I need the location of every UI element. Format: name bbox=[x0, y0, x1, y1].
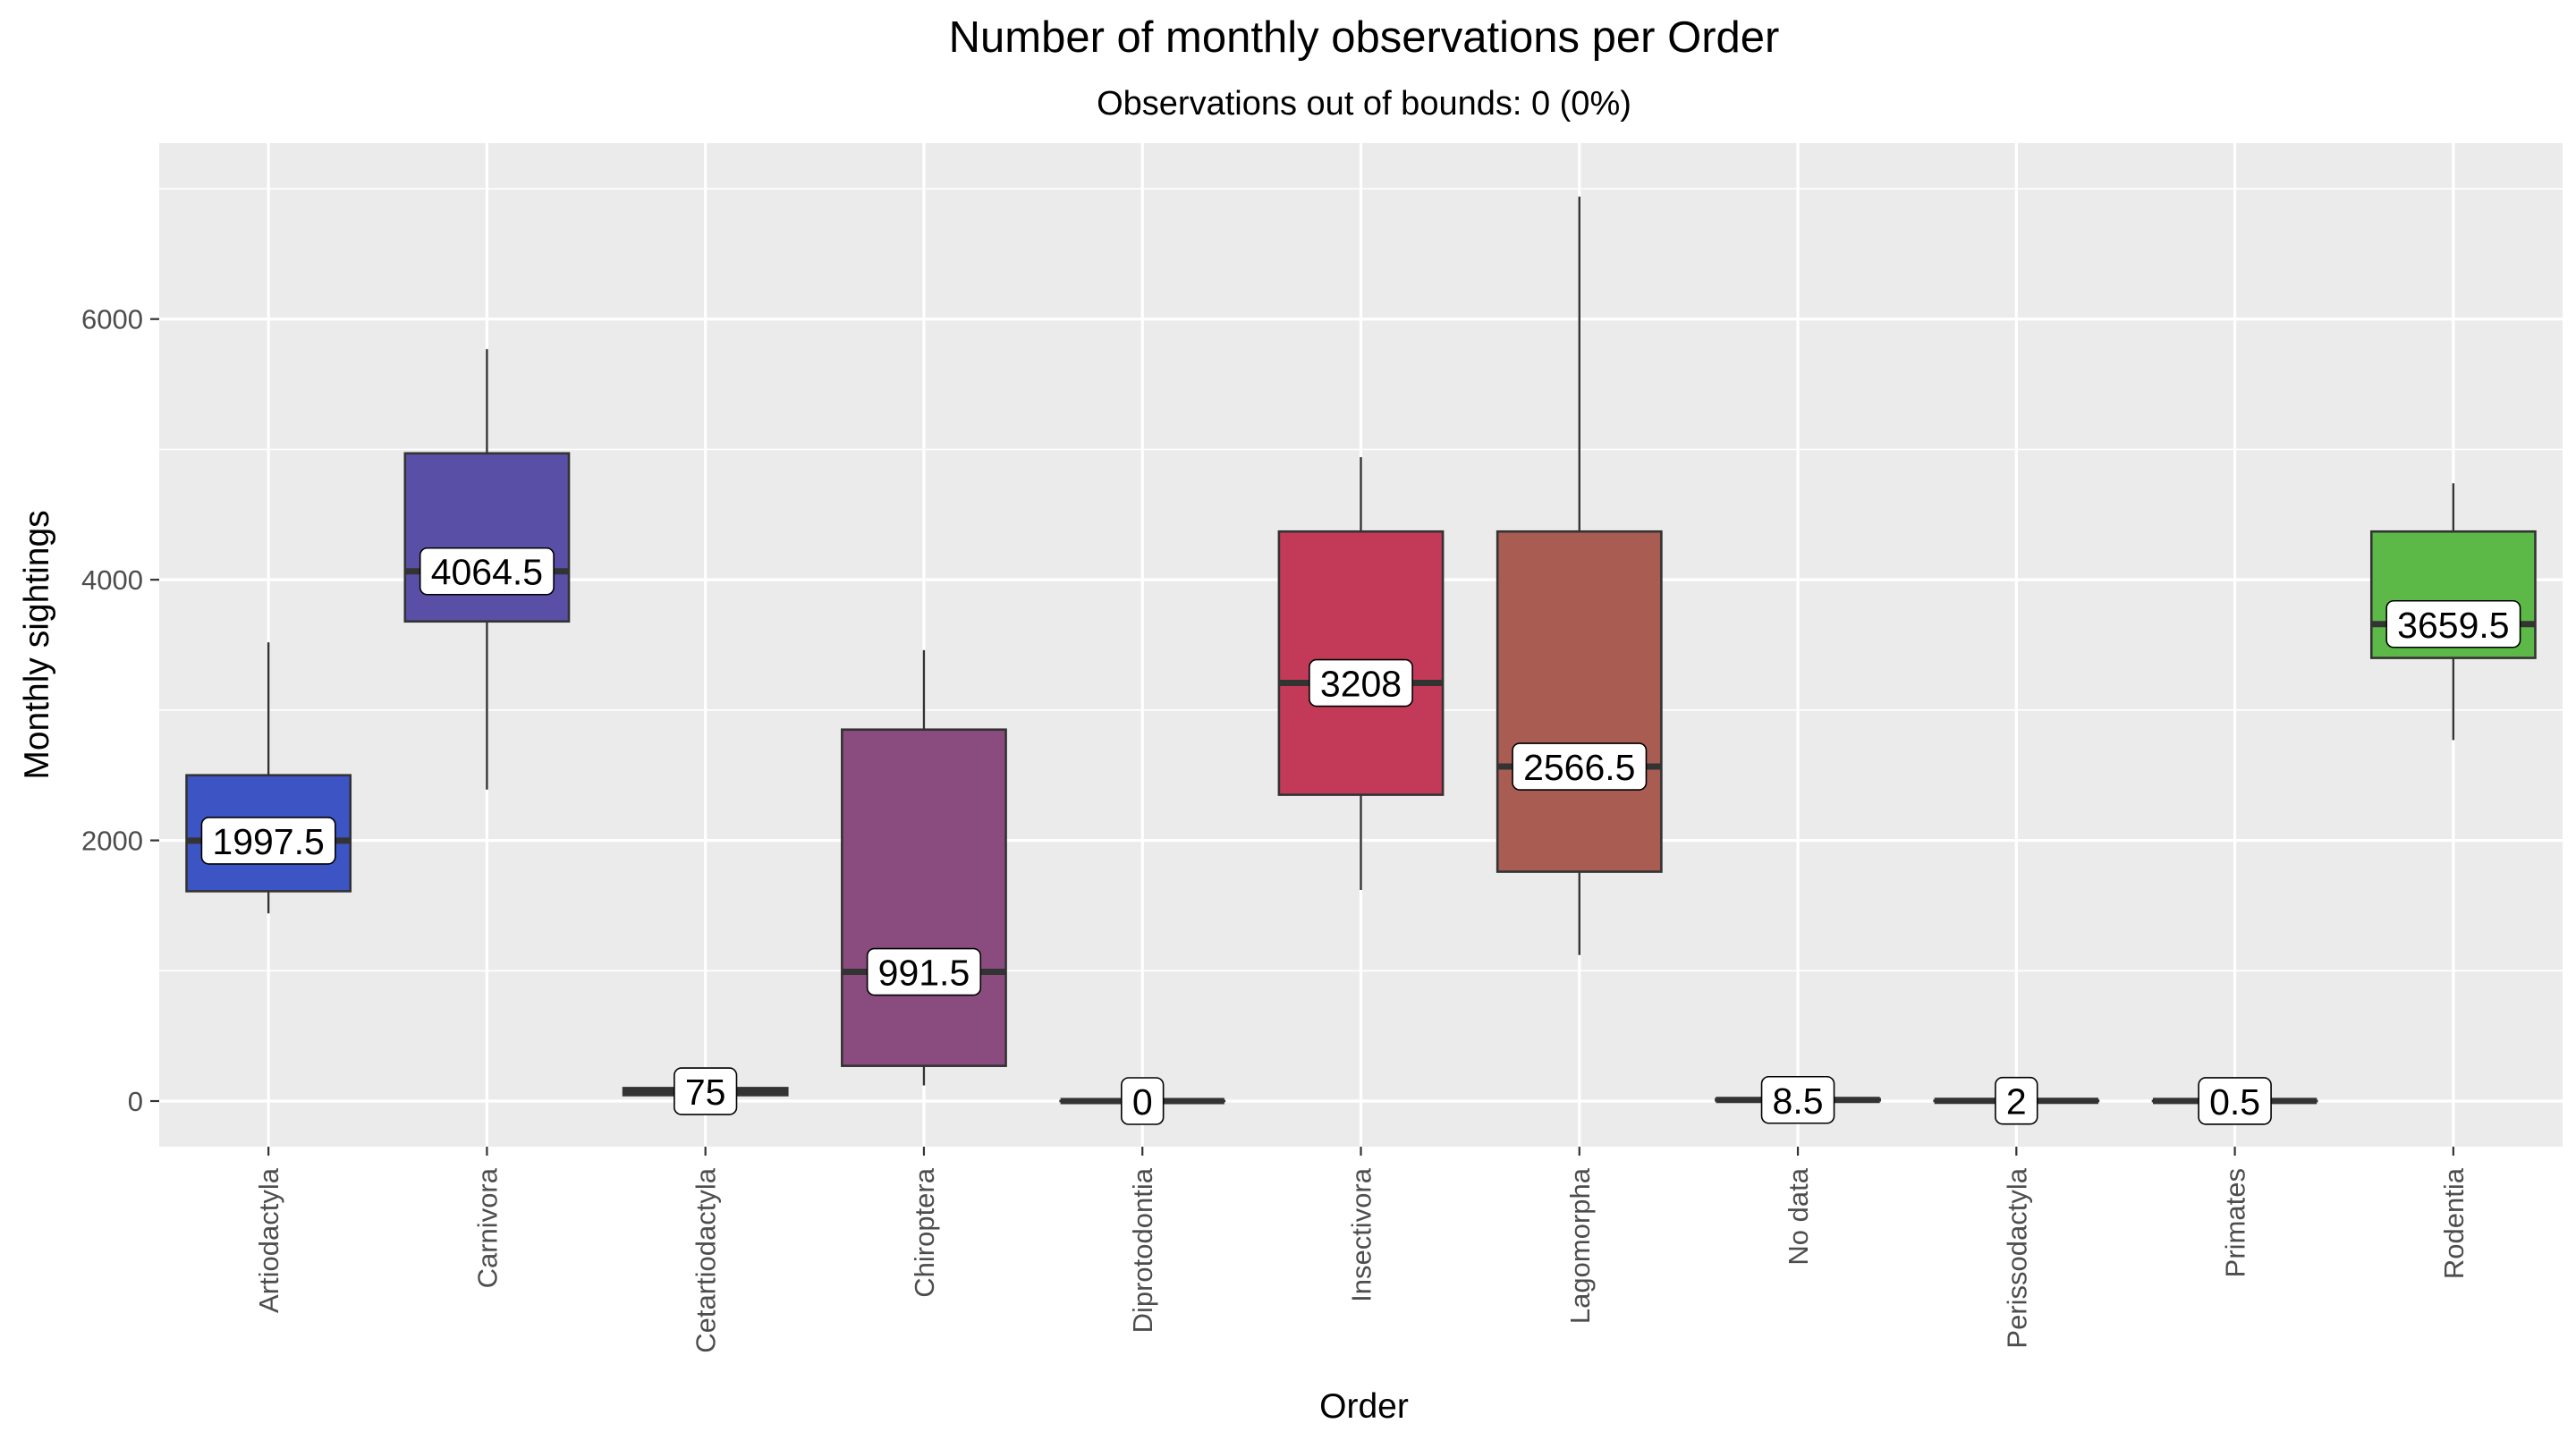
median-label-text: 991.5 bbox=[878, 953, 970, 994]
median-label-box bbox=[1121, 1077, 1165, 1125]
median-label-box bbox=[419, 547, 555, 596]
x-tick-label: Artiodactyla bbox=[253, 1167, 284, 1313]
x-tick-label: Chiroptera bbox=[909, 1167, 940, 1297]
x-tick-label: No data bbox=[1783, 1167, 1814, 1265]
box-body bbox=[403, 452, 571, 623]
median-label-text: 3659.5 bbox=[2397, 605, 2509, 646]
x-tick-label: Perissodactyla bbox=[2001, 1167, 2032, 1348]
median-label: 2 bbox=[1995, 1076, 2038, 1125]
x-tick-label: Cetartiodactyla bbox=[691, 1167, 722, 1353]
y-tick-label: 6000 bbox=[81, 304, 143, 335]
x-axis-title: Order bbox=[1319, 1387, 1409, 1426]
median-label: 0 bbox=[1121, 1077, 1165, 1125]
median-label-box bbox=[2385, 599, 2521, 648]
median-label-box bbox=[1512, 742, 1648, 791]
median-label-text: 2 bbox=[2006, 1081, 2027, 1123]
x-tick-label: Insectivora bbox=[1346, 1167, 1377, 1302]
median-label: 75 bbox=[674, 1067, 738, 1115]
median-label-box bbox=[674, 1067, 738, 1115]
median-label-box bbox=[1995, 1076, 2038, 1125]
median-label-box bbox=[200, 817, 336, 865]
y-tick-label: 2000 bbox=[81, 826, 143, 857]
median-label: 4064.5 bbox=[419, 547, 555, 596]
median-label-text: 3208 bbox=[1320, 664, 1402, 705]
median-label-box bbox=[1309, 658, 1413, 708]
median-label-box bbox=[1760, 1075, 1835, 1124]
x-tick-label: Carnivora bbox=[471, 1167, 503, 1288]
median-label: 8.5 bbox=[1760, 1075, 1835, 1124]
median-label-text: 0.5 bbox=[2209, 1081, 2260, 1123]
median-label-text: 2566.5 bbox=[1523, 747, 1635, 788]
box-body bbox=[1277, 530, 1445, 796]
chart-subtitle: Observations out of bounds: 0 (0%) bbox=[1097, 85, 1631, 123]
x-axis: Artiodactyla Carnivora Cetartiodactyla Chir… bbox=[253, 1147, 2470, 1353]
x-tick-label: Diprotodontia bbox=[1127, 1167, 1158, 1333]
x-tick-label: Primates bbox=[2220, 1168, 2251, 1277]
median-label: 2566.5 bbox=[1512, 742, 1648, 791]
chart-title: Number of monthly observations per Order bbox=[949, 13, 1780, 62]
y-tick-label: 4000 bbox=[81, 564, 143, 596]
box-body bbox=[1496, 530, 1663, 873]
box-body bbox=[841, 728, 1007, 1067]
median-label: 3208 bbox=[1309, 658, 1413, 708]
y-axis: 0 2000 4000 6000 bbox=[81, 304, 159, 1117]
median-label: 991.5 bbox=[866, 947, 982, 996]
median-label: 3659.5 bbox=[2385, 599, 2521, 648]
median-label: 1997.5 bbox=[200, 817, 336, 865]
median-label-text: 1997.5 bbox=[212, 821, 324, 862]
median-label: 0.5 bbox=[2198, 1077, 2272, 1125]
median-label-text: 4064.5 bbox=[431, 552, 543, 593]
box-chiroptera bbox=[841, 649, 1007, 1086]
y-axis-title: Monthly sightings bbox=[18, 510, 56, 779]
median-label-box bbox=[866, 947, 982, 996]
box-insectivora bbox=[1277, 457, 1445, 890]
median-label-box bbox=[2198, 1077, 2272, 1125]
median-label-text: 8.5 bbox=[1773, 1080, 1824, 1122]
median-label-text: 75 bbox=[685, 1072, 726, 1113]
median-label-text: 0 bbox=[1132, 1081, 1153, 1123]
x-tick-label: Rodentia bbox=[2438, 1167, 2470, 1279]
median-labels: 1997.5 4064.5 75 991.5 0 3208 2566.5 8.5 2 0.5 365… bbox=[200, 547, 2521, 1125]
y-tick-label: 0 bbox=[128, 1086, 143, 1117]
x-tick-label: Lagomorpha bbox=[1564, 1167, 1596, 1324]
